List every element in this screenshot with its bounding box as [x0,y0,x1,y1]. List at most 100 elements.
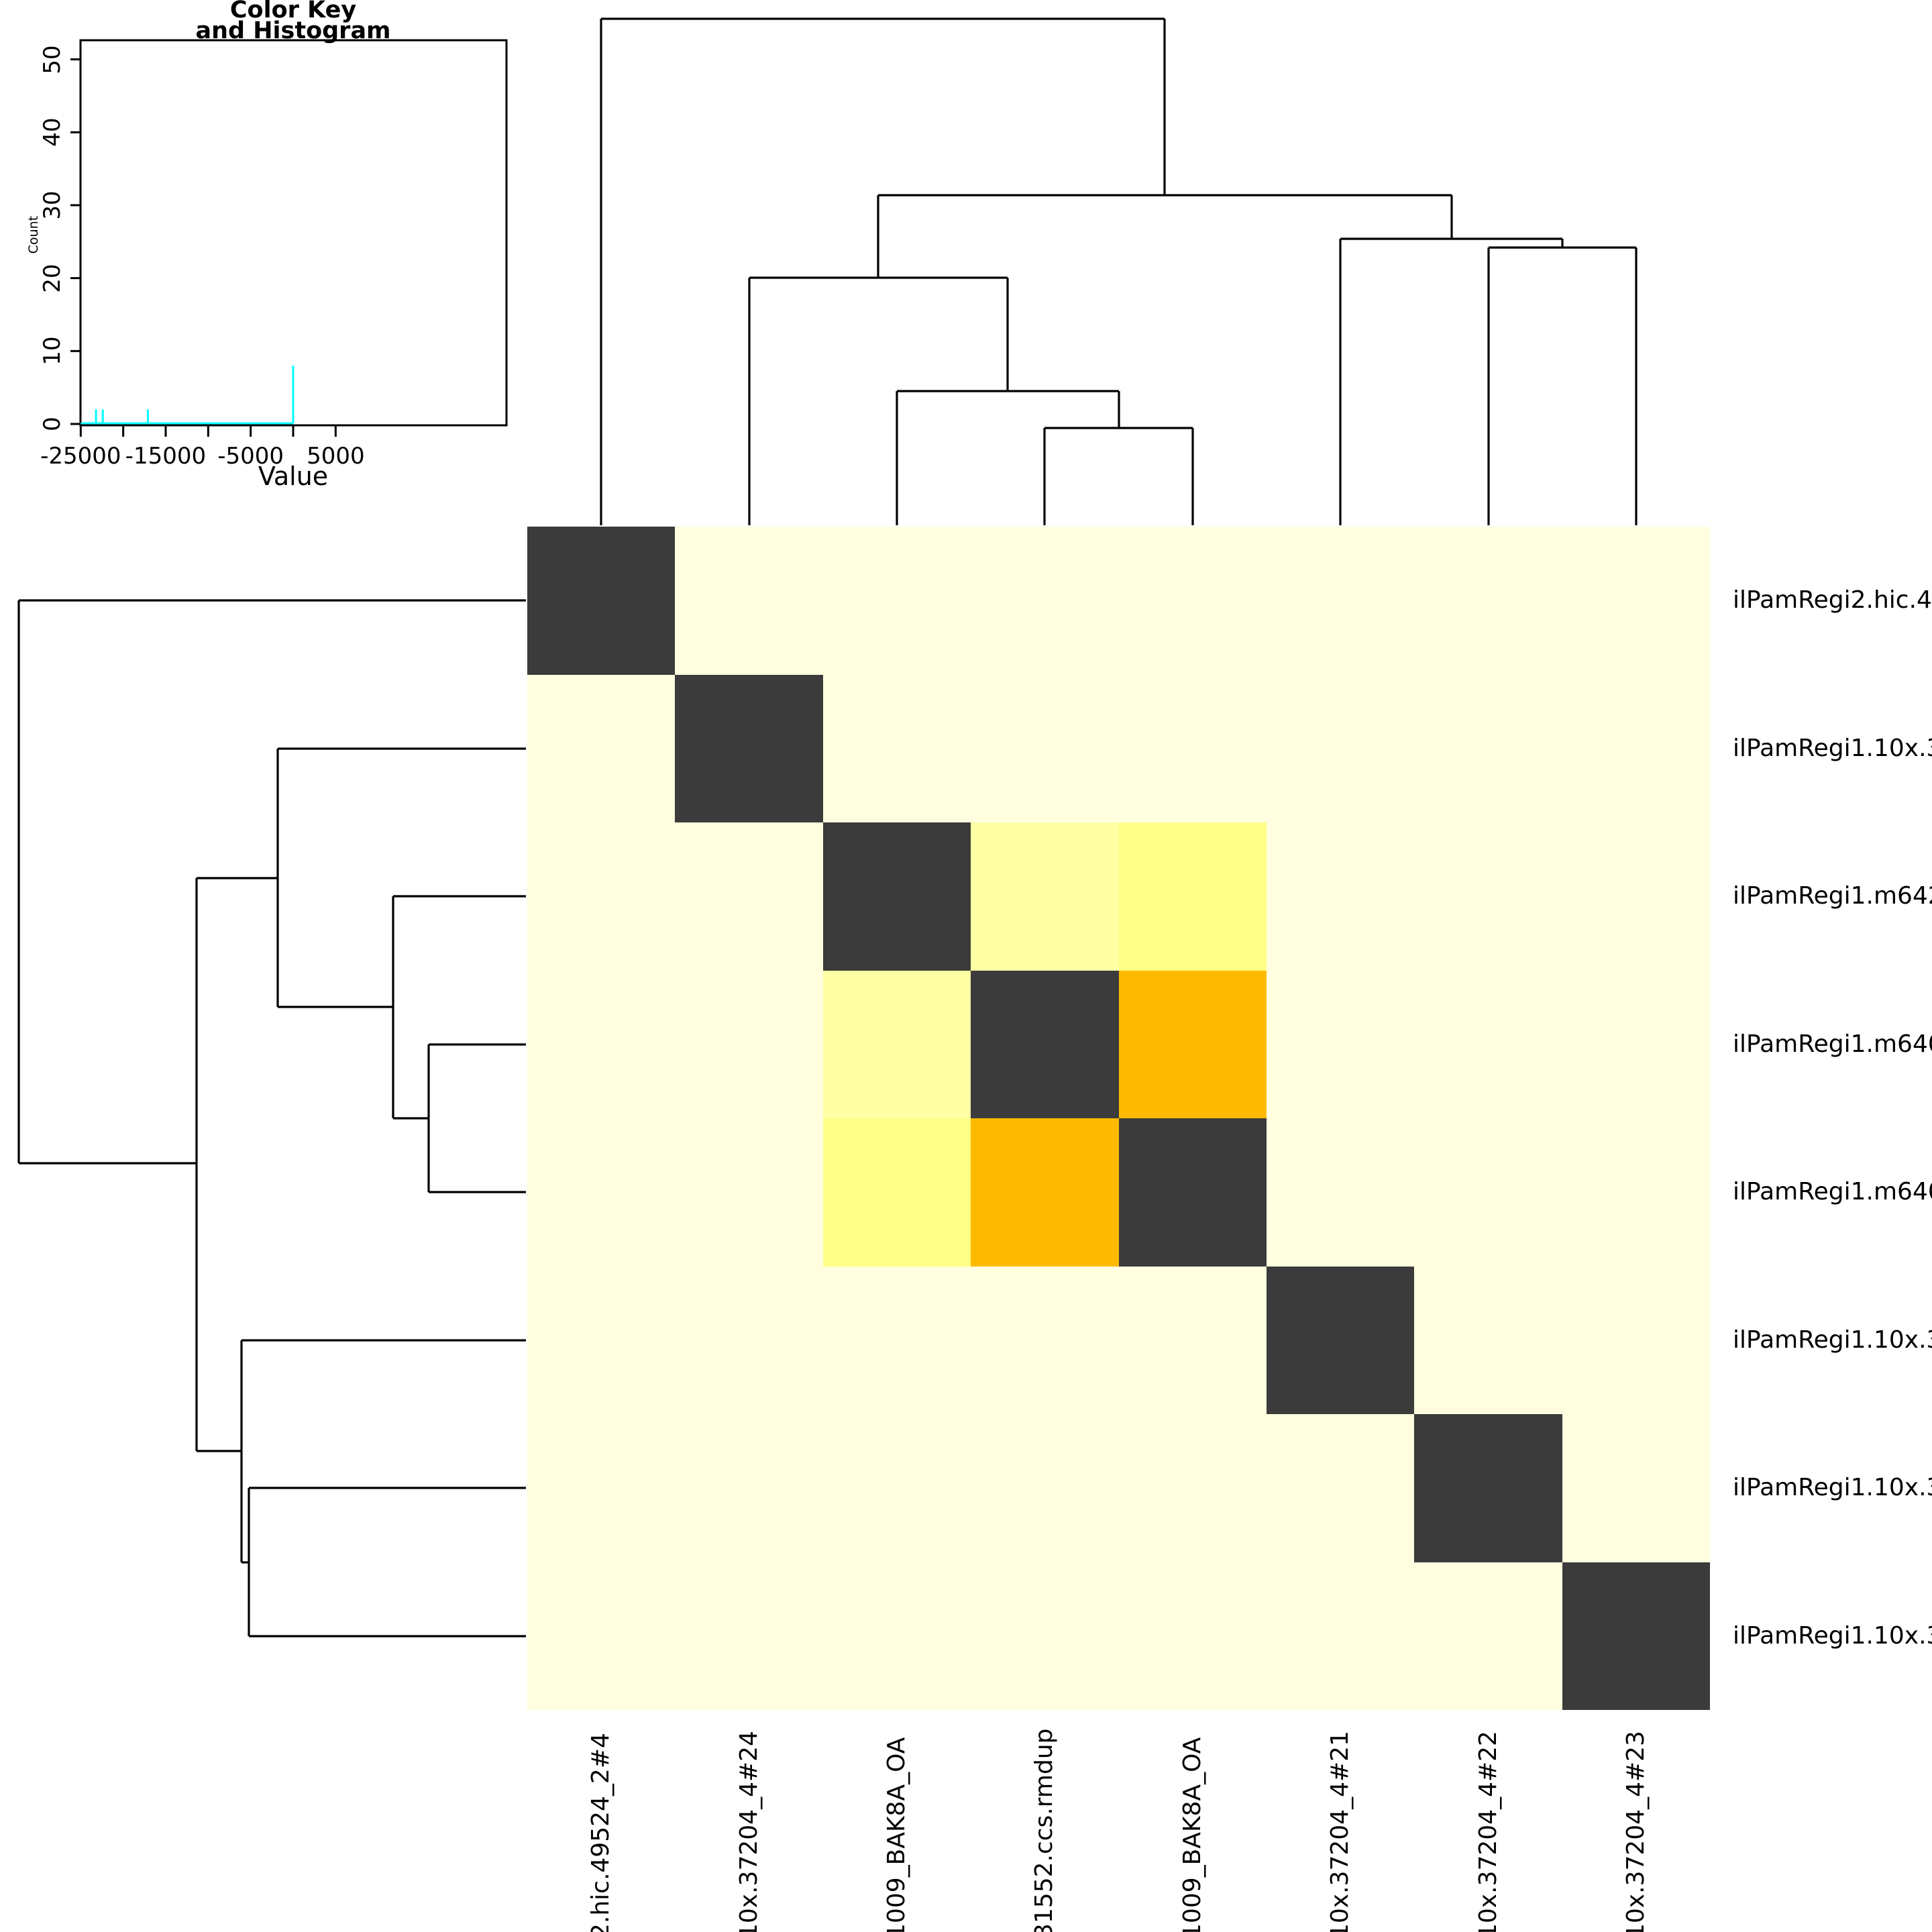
heatmap-cell-r2c7 [1414,674,1562,822]
heatmap-cell-r1c1 [527,527,676,675]
heatmap-cell-r8c2 [675,1562,823,1710]
heatmap-cell-r4c1 [527,970,676,1118]
heatmap-cell-r1c6 [1266,527,1415,675]
heatmap-cell-r8c5 [1118,1562,1267,1710]
heatmap-column-label: 10x.37204_4#21 [1326,1731,1354,1932]
column-dendrogram [600,17,1638,525]
heatmap-row-label: ilPamRegi1.10x.3 [1733,1474,1932,1501]
heatmap-cell-r7c2 [675,1414,823,1562]
heatmap-cell-r5c1 [527,1118,676,1267]
heatmap-cell-r7c7 [1414,1414,1562,1562]
heatmap-cell-r1c5 [1118,527,1267,675]
heatmap-cell-r8c8 [1562,1562,1710,1710]
heatmap-cell-r8c1 [527,1562,676,1710]
heatmap-cell-r3c8 [1562,822,1710,971]
heatmap-cell-r6c5 [1118,1266,1267,1414]
key-y-tick-label: 0 [39,417,66,431]
heatmap-cell-r8c3 [822,1562,971,1710]
heatmap-cell-r2c8 [1562,674,1710,822]
heatmap-cell-r4c6 [1266,970,1415,1118]
heatmap-cell-r7c5 [1118,1414,1267,1562]
heatmap-cell-r5c5 [1118,1118,1267,1267]
heatmap-cell-r4c2 [675,970,823,1118]
heatmap-cell-r3c7 [1414,822,1562,971]
color-key-title-line2: and Histogram [195,17,391,44]
heatmap-cell-r5c4 [971,1118,1119,1267]
heatmap-column-label: 10x.37204_4#22 [1474,1731,1502,1932]
key-y-tick-label: 20 [39,263,66,293]
row-dendrogram [17,599,526,1638]
heatmap-cell-r3c2 [675,822,823,971]
key-y-tick-label: 50 [39,44,66,74]
heatmap-cell-r5c2 [675,1118,823,1267]
heatmap-cell-r7c6 [1266,1414,1415,1562]
heatmap-cell-r2c3 [822,674,971,822]
heatmap-cell-r4c4 [971,970,1119,1118]
heatmap-cell-r1c8 [1562,527,1710,675]
heatmap-cell-r6c6 [1266,1266,1415,1414]
heatmap-column-label: 10x.37204_4#24 [735,1731,763,1932]
heatmap-cell-r7c1 [527,1414,676,1562]
heatmap-cell-r6c2 [675,1266,823,1414]
heatmap-cell-r5c3 [822,1118,971,1267]
heatmap-cell-r7c8 [1562,1414,1710,1562]
heatmap-row-label: ilPamRegi1.10x.3 [1733,735,1932,762]
key-x-tick-label: 5000 [307,443,365,470]
key-y-tick-label: 30 [39,191,66,220]
heatmap-cell-r1c2 [675,527,823,675]
color-key-axes [70,58,337,437]
heatmap-cell-r6c7 [1414,1266,1562,1414]
heatmap-cell-r8c4 [971,1562,1119,1710]
heatmap-cell-r3c5 [1118,822,1267,971]
heatmap-cell-r3c3 [822,822,971,971]
heatmap-cell-r1c7 [1414,527,1562,675]
color-key-histogram [80,366,294,425]
heatmap-cell-r2c2 [675,674,823,822]
heatmap-cell-r8c6 [1266,1562,1415,1710]
heatmap-cell-r8c7 [1414,1562,1562,1710]
heatmap-cell-r5c6 [1266,1118,1415,1267]
heatmap-cell-r4c8 [1562,970,1710,1118]
heatmap-cell-r5c7 [1414,1118,1562,1267]
heatmap-cell-r6c8 [1562,1266,1710,1414]
heatmap-cell-r7c4 [971,1414,1119,1562]
color-key-title-line1: Color Key [229,0,357,23]
key-x-tick-label: -15000 [125,443,207,470]
heatmap-cell-r2c1 [527,674,676,822]
heatmap-row-label: ilPamRegi1.10x.3 [1733,1622,1932,1650]
heatmap-matrix [527,527,1710,1710]
heatmap-column-label: 1009_BAK8A_OA [883,1737,910,1932]
heatmap-cell-r2c5 [1118,674,1267,822]
key-y-tick-label: 40 [39,117,66,147]
color-key-x-axis-label: Value [258,462,329,491]
heatmap-column-label: 1009_BAK8A_OA [1179,1737,1206,1932]
heatmap-cell-r6c4 [971,1266,1119,1414]
heatmap-cell-r6c3 [822,1266,971,1414]
heatmap-cell-r3c4 [971,822,1119,971]
key-x-tick-label: -5000 [217,443,284,470]
heatmap-row-label: ilPamRegi1.m640 [1733,1178,1932,1205]
heatmap-column-label: 31552.ccs.rmdup [1030,1728,1058,1932]
key-y-tick-label: 10 [39,336,66,366]
heatmap-row-label: ilPamRegi2.hic.4 [1733,586,1932,614]
heatmap-row-label: ilPamRegi1.10x.3 [1733,1326,1932,1354]
heatmap-cell-r1c3 [822,527,971,675]
heatmap-cell-r5c8 [1562,1118,1710,1267]
heatmap-cell-r4c5 [1118,970,1267,1118]
heatmap-row-label: ilPamRegi1.m642 [1733,882,1932,910]
heatmap-cell-r6c1 [527,1266,676,1414]
heatmap-cell-r4c3 [822,970,971,1118]
color-key-title: Color Key and Histogram [92,0,494,44]
heatmap-cell-r3c6 [1266,822,1415,971]
heatmap-cell-r3c1 [527,822,676,971]
heatmap-cell-r4c7 [1414,970,1562,1118]
key-x-tick-label: -25000 [40,443,121,470]
heatmap-column-label: 10x.37204_4#23 [1622,1731,1650,1932]
heatmap-cell-r1c4 [971,527,1119,675]
heatmap-cell-r2c6 [1266,674,1415,822]
heatmap-cell-r2c4 [971,674,1119,822]
heatmap-row-label: ilPamRegi1.m640 [1733,1030,1932,1058]
heatmap-cell-r7c3 [822,1414,971,1562]
